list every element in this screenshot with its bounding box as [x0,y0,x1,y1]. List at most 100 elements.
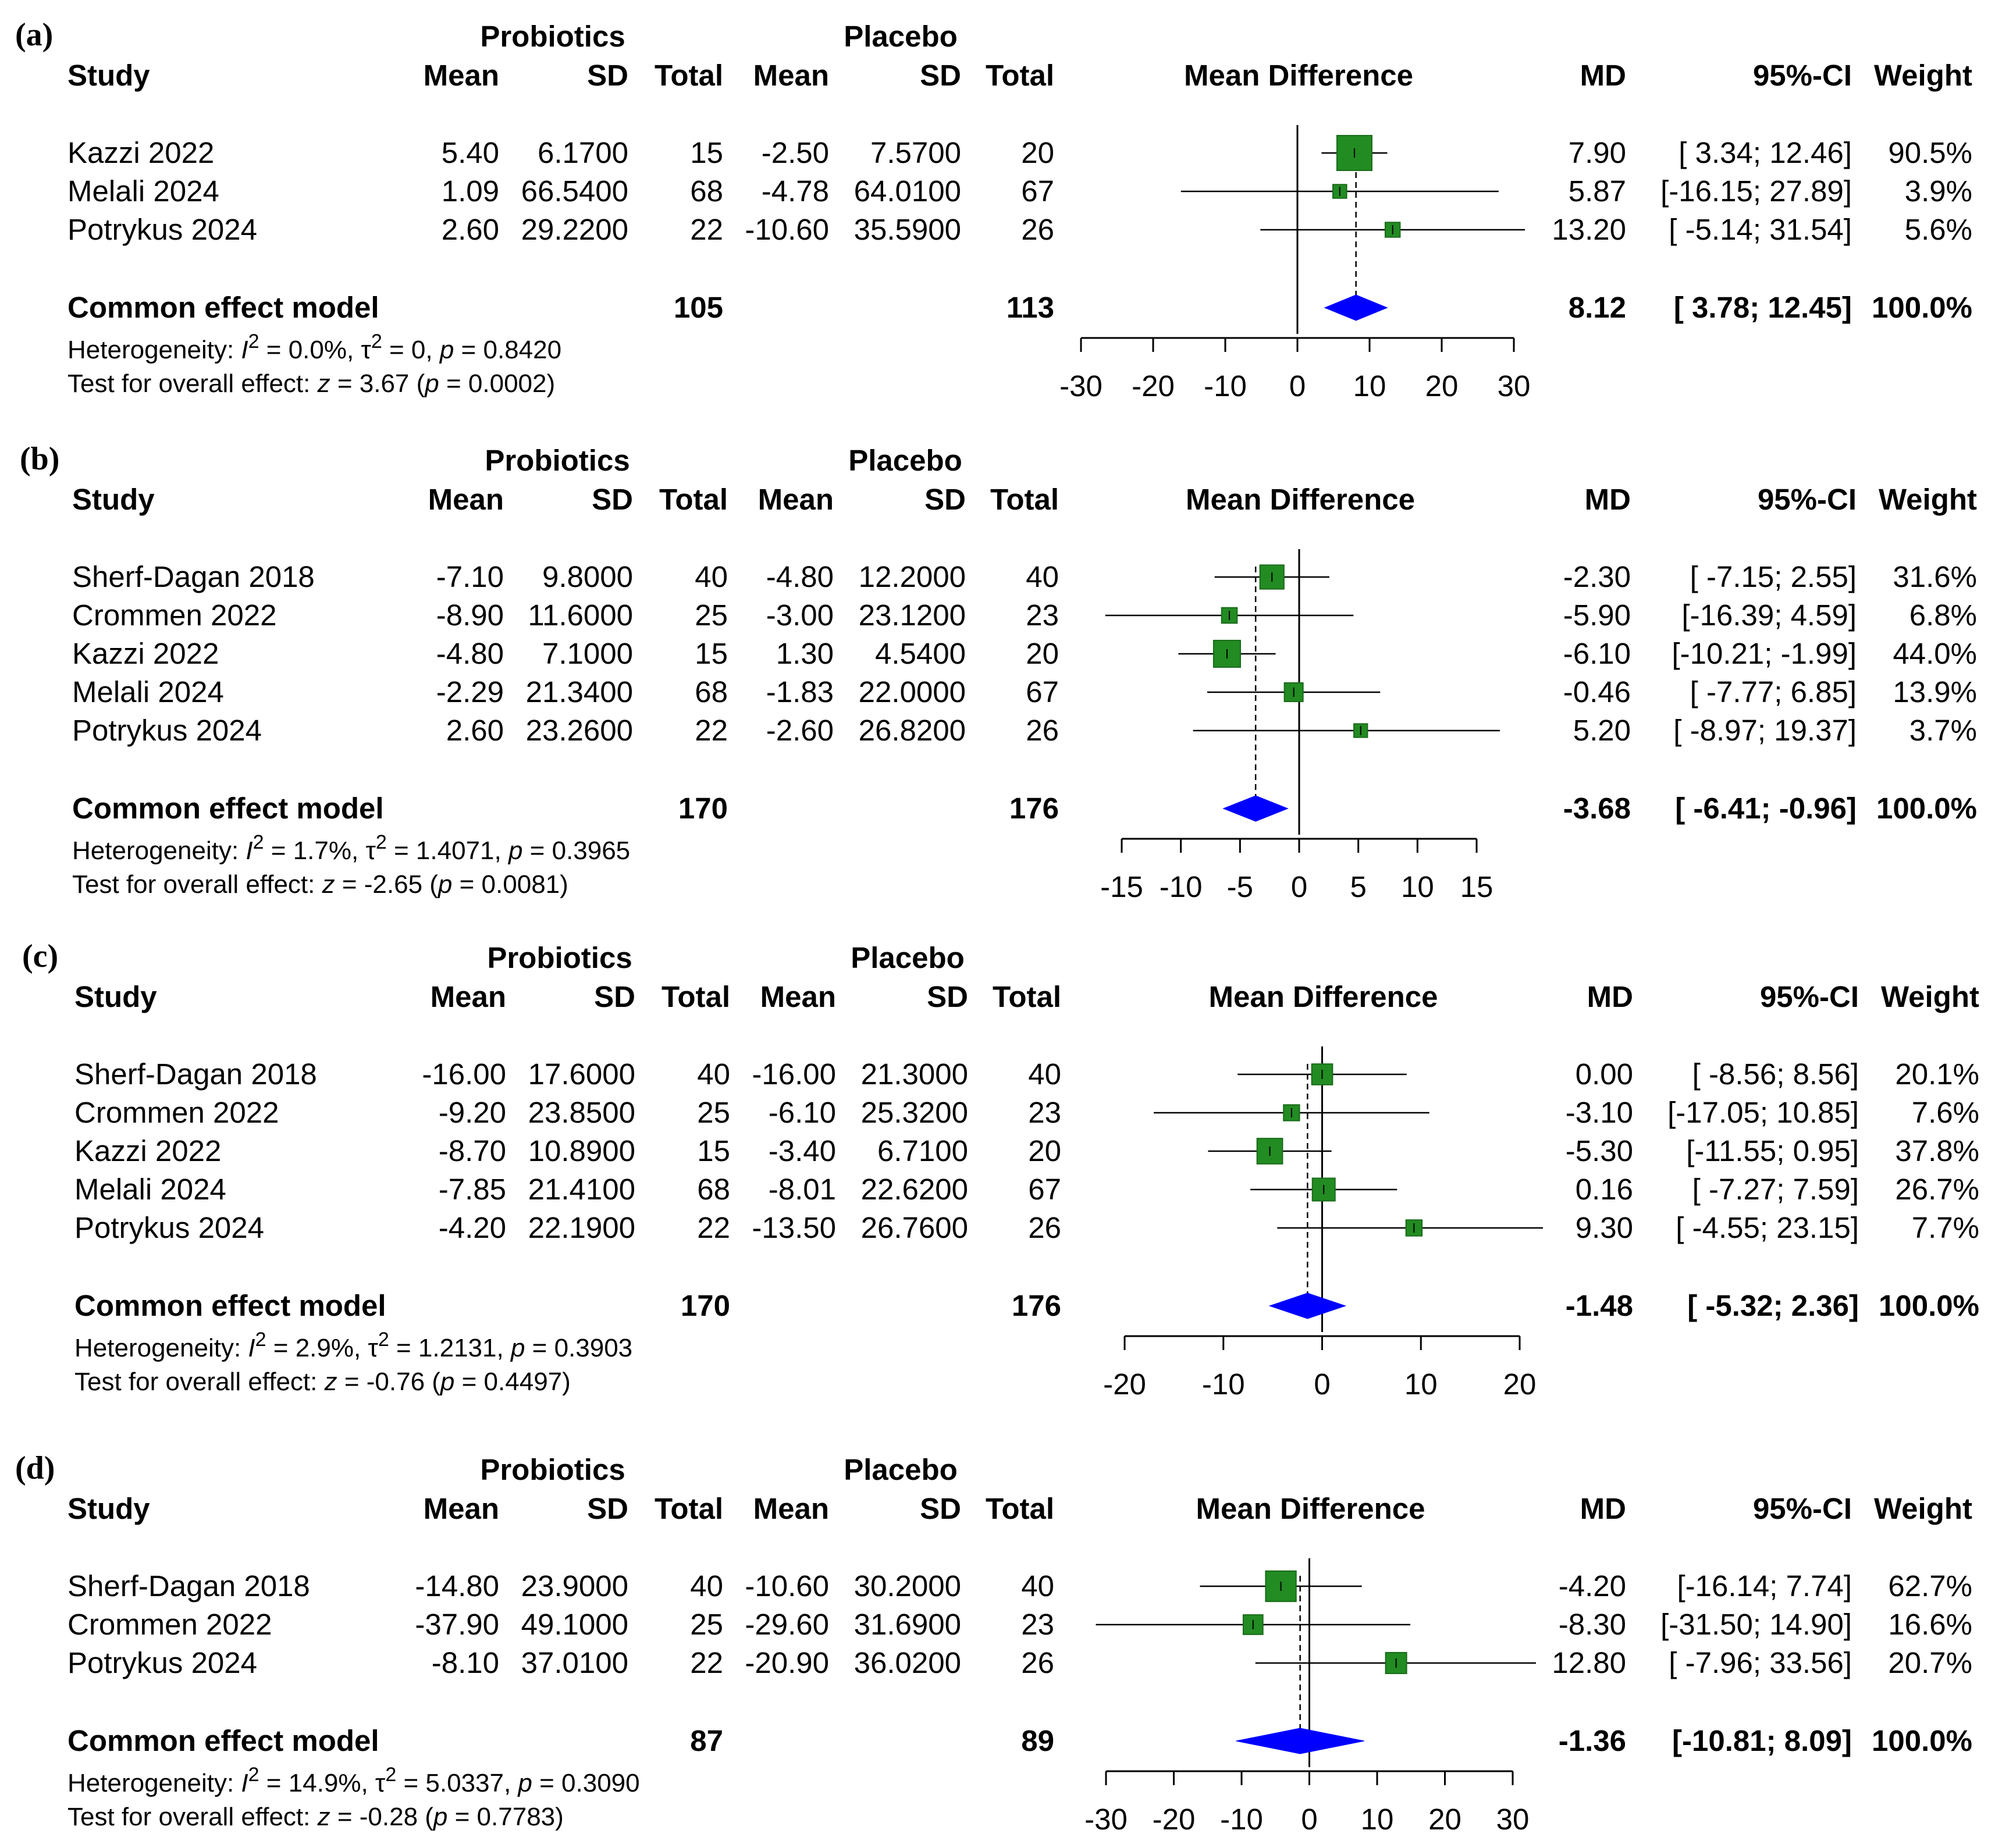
study-name: Crommen 2022 [74,1096,279,1129]
total2-value: 67 [1028,1173,1061,1206]
x-tick-label: -10 [1204,369,1247,403]
mean1-value: -8.10 [432,1646,499,1679]
col-sd2: SD [920,1492,961,1525]
col-md: MD [1580,59,1626,92]
total1-value: 22 [697,1211,730,1244]
mean1-value: -4.80 [436,637,504,670]
overall-effect-text: Test for overall effect: z = -2.65 (p = … [72,870,568,899]
pooled-diamond [1268,1292,1347,1319]
mean2-value: -4.80 [766,560,834,593]
col-total1: Total [655,1492,723,1525]
total2-value: 20 [1026,637,1059,670]
forest-panel-c: (c) Probiotics Placebo Study Mean SD Total Mean… [22,938,1979,1401]
weight-value: 26.7% [1895,1173,1979,1206]
ci-value: [-16.15; 27.89] [1660,175,1852,208]
sd2-value: 22.0000 [859,675,966,708]
heterogeneity-text: Heterogeneity: I2 = 0.0%, τ2 = 0, p = 0.… [67,330,561,364]
md-value: 13.20 [1552,213,1626,246]
group2-header: Placebo [844,1453,958,1486]
md-value: 0.16 [1576,1173,1633,1206]
mean2-value: -10.60 [745,1569,829,1603]
sd1-value: 21.4100 [528,1173,635,1206]
pooled-label: Common effect model [72,792,384,825]
md-value: 9.30 [1576,1211,1633,1244]
col-ci: 95%-CI [1753,1492,1852,1525]
mean2-value: 1.30 [776,637,834,670]
col-study: Study [72,483,155,516]
md-value: -4.20 [1559,1569,1626,1603]
sd1-value: 7.1000 [542,637,633,670]
pooled-label: Common effect model [67,291,379,324]
mean2-value: -16.00 [752,1057,836,1091]
x-tick-label: -20 [1153,1803,1196,1836]
x-tick-label: 10 [1401,870,1434,903]
sd2-value: 21.3000 [861,1057,968,1091]
pooled-label: Common effect model [67,1724,379,1757]
md-value: -3.10 [1566,1096,1633,1129]
study-name: Sherf-Dagan 2018 [67,1569,310,1603]
total1-value: 25 [697,1096,730,1129]
total2-value: 40 [1028,1057,1061,1091]
mean1-value: -8.90 [436,599,504,632]
sd1-value: 49.1000 [521,1608,628,1641]
ci-value: [-10.21; -1.99] [1672,637,1857,670]
col-sd2: SD [924,483,966,516]
col-total1: Total [655,59,723,92]
study-name: Potrykus 2024 [67,1646,257,1679]
total2-value: 40 [1021,1569,1054,1603]
pooled-total1: 87 [690,1724,723,1757]
ci-value: [ -8.56; 8.56] [1692,1057,1859,1091]
col-total2: Total [993,980,1061,1013]
pooled-md: -1.36 [1559,1724,1626,1757]
mean2-value: -6.10 [769,1096,836,1129]
study-name: Potrykus 2024 [72,714,262,747]
study-name: Potrykus 2024 [67,213,257,246]
mean1-value: -9.20 [439,1096,506,1129]
x-tick-label: 0 [1301,1803,1317,1836]
forest-panel-b: (b) Probiotics Placebo Study Mean SD Total Mean… [20,441,1977,903]
pooled-ci: [ 3.78; 12.45] [1674,291,1852,324]
study-name: Sherf-Dagan 2018 [74,1057,317,1091]
mean2-value: -2.50 [762,136,829,169]
col-mean1: Mean [431,980,506,1013]
total2-value: 23 [1026,599,1059,632]
weight-value: 7.7% [1912,1211,1979,1244]
total1-value: 40 [690,1569,723,1603]
total2-value: 40 [1026,560,1059,593]
total1-value: 22 [695,714,728,747]
total1-value: 22 [690,213,723,246]
group2-header: Placebo [851,941,965,974]
weight-value: 20.1% [1895,1057,1979,1091]
study-name: Melali 2024 [67,175,219,208]
forest-panel-d: (d) Probiotics Placebo Study Mean SD Total Mean… [15,1450,1972,1836]
x-tick-label: -30 [1084,1803,1128,1836]
total1-value: 68 [695,675,728,708]
weight-value: 3.9% [1905,175,1972,208]
mean2-value: -10.60 [745,213,829,246]
group1-header: Probiotics [480,20,625,53]
md-value: -2.30 [1563,560,1631,593]
x-tick-label: 0 [1291,870,1307,903]
col-md: MD [1587,980,1633,1013]
col-mean-difference: Mean Difference [1196,1492,1425,1525]
x-tick-label: 10 [1361,1803,1394,1836]
col-mean2: Mean [758,483,834,516]
md-value: 7.90 [1569,136,1626,169]
mean2-value: -3.00 [766,599,834,632]
ci-value: [ 3.34; 12.46] [1678,136,1852,169]
pooled-diamond [1222,795,1289,822]
col-mean-difference: Mean Difference [1184,59,1413,92]
col-weight: Weight [1874,59,1972,92]
ci-value: [-31.50; 14.90] [1660,1608,1852,1641]
pooled-md: -3.68 [1563,792,1631,825]
pooled-md: -1.48 [1566,1289,1633,1322]
total1-value: 40 [695,560,728,593]
sd2-value: 31.6900 [854,1608,961,1641]
x-tick-label: -15 [1100,870,1143,903]
pooled-ci: [-10.81; 8.09] [1672,1724,1852,1757]
ci-value: [-16.14; 7.74] [1677,1569,1852,1603]
weight-value: 20.7% [1888,1646,1972,1679]
x-tick-label: 20 [1428,1803,1461,1836]
weight-value: 31.6% [1893,560,1977,593]
md-value: 12.80 [1552,1646,1626,1679]
